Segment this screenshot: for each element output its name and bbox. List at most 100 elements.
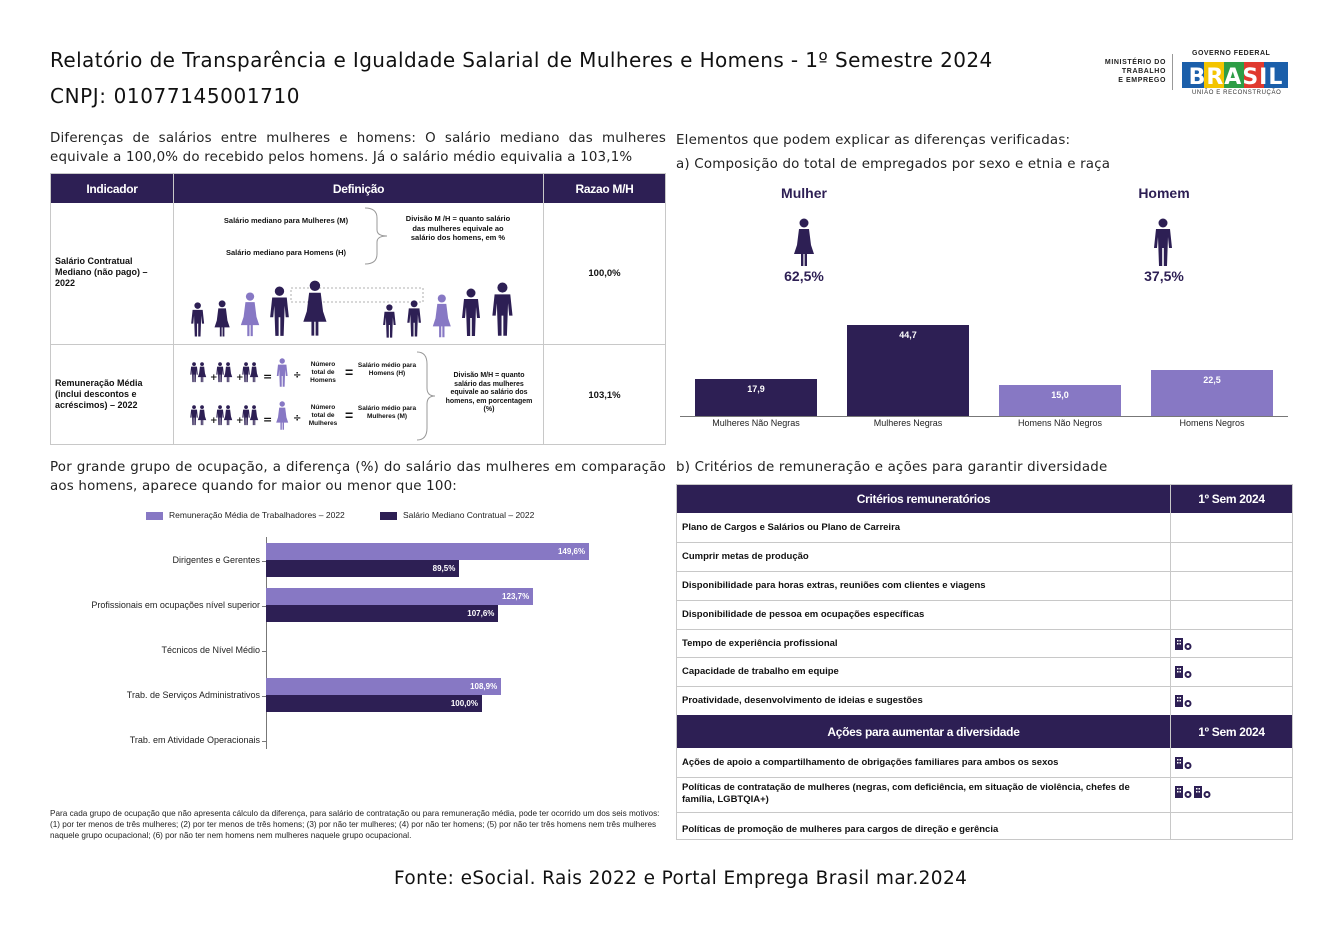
- man-icon: [1154, 218, 1172, 266]
- legend-swatch: [146, 512, 163, 520]
- men-percentage: 37,5%: [1144, 268, 1184, 284]
- building-icon: [1175, 666, 1192, 678]
- man-icon: [276, 358, 288, 387]
- svg-text:+: +: [210, 416, 218, 426]
- svg-text:+: +: [236, 373, 244, 383]
- semester-header: 1º Sem 2024: [1171, 715, 1292, 748]
- salary-intro: Diferenças de salários entre mulheres e …: [50, 131, 666, 165]
- brace-icon: [416, 351, 436, 441]
- axis-tick: [262, 606, 266, 607]
- occupation-intro: Por grande grupo de ocupação, a diferenç…: [50, 460, 666, 494]
- woman-icon: [223, 405, 233, 426]
- report-title: Relatório de Transparência e Igualdade S…: [50, 48, 993, 72]
- man-icon: [216, 405, 224, 426]
- building-icon: [1175, 757, 1192, 769]
- svg-text:+: +: [210, 373, 218, 383]
- category-label: Homens Não Negros: [1017, 418, 1103, 428]
- woman-icon: [794, 218, 814, 266]
- woman-icon: [214, 300, 230, 337]
- man-icon: [462, 288, 480, 336]
- criteria-row-label: Capacidade de trabalho em equipe: [682, 666, 839, 677]
- brace-icon: [364, 207, 388, 265]
- def-median-men: Salário mediano para Homens (H): [225, 248, 347, 257]
- occupation-label: Dirigentes e Gerentes: [172, 555, 260, 565]
- axis-tick: [262, 651, 266, 652]
- government-logo: GOVERNO FEDERAL BRASIL UNIÃO E RECONSTRU…: [1182, 50, 1290, 98]
- logo-divider: [1172, 54, 1173, 90]
- hbar: [266, 588, 534, 605]
- criteria-row-label: Plano de Cargos e Salários ou Plano de C…: [682, 522, 901, 533]
- semester-header: 1º Sem 2024: [1171, 485, 1292, 513]
- axis-tick: [262, 561, 266, 562]
- criteria-row-label: Proatividade, desenvolvimento de ideias …: [682, 695, 923, 706]
- svg-text:+: +: [236, 416, 244, 426]
- def-avg-men: Salário médio para Homens (H): [357, 362, 417, 377]
- bar-value-label: 44,7: [899, 329, 917, 340]
- cnpj-text: CNPJ: 01077145001710: [50, 84, 301, 108]
- woman-icon: [432, 294, 451, 338]
- building-icon: [1175, 786, 1192, 798]
- ratio-average: 103,1%: [588, 390, 621, 401]
- man-icon: [216, 362, 224, 383]
- svg-text:=: =: [263, 413, 272, 426]
- ministry-logo: MINISTÉRIO DO TRABALHO E EMPREGO: [1104, 59, 1166, 84]
- woman-icon: [197, 405, 207, 426]
- x-axis: [680, 416, 1288, 417]
- woman-icon: [249, 405, 259, 426]
- criteria-table: Critérios remuneratórios 1º Sem 2024 Plano…: [676, 484, 1293, 840]
- col-header-indicator: Indicador: [51, 174, 173, 203]
- svg-text:BRASIL: BRASIL: [1189, 65, 1284, 90]
- bar: [1151, 370, 1273, 416]
- salary-definition-table: Indicador Definição Razao M/H Salário Co…: [50, 173, 666, 445]
- woman-icon: [249, 362, 259, 383]
- diversity-row-label: Políticas de promoção de mulheres para c…: [682, 824, 999, 835]
- category-label: Homens Negros: [1179, 418, 1245, 428]
- women-label: Mulher: [781, 185, 827, 201]
- svg-text:=: =: [263, 370, 272, 383]
- axis-tick: [262, 741, 266, 742]
- indicator-average: Remuneração Média (inclui descontos e ac…: [55, 378, 143, 410]
- bar: [847, 324, 969, 416]
- man-icon: [190, 362, 198, 383]
- diversity-row-label: Políticas de contratação de mulheres (ne…: [682, 782, 1130, 805]
- building-icon: [1175, 695, 1192, 707]
- hbar-value-label: 108,9%: [470, 682, 498, 691]
- hbar: [266, 678, 502, 695]
- criteria-row-label: Disponibilidade de pessoa em ocupações e…: [682, 609, 925, 620]
- man-icon: [242, 405, 250, 426]
- occupation-footnote: Para cada grupo de ocupação que não apre…: [50, 809, 660, 840]
- man-icon: [191, 302, 205, 337]
- occupation-label: Técnicos de Nível Médio: [161, 645, 260, 655]
- woman-icon: [240, 292, 260, 337]
- col-header-definition: Definição: [174, 174, 543, 203]
- col-header-ratio: Razao M/H: [544, 174, 665, 203]
- indicator-median: Salário Contratual Mediano (não pago) – …: [55, 256, 148, 288]
- bar: [999, 385, 1121, 416]
- criteria-subtitle: b) Critérios de remuneração e ações para…: [676, 460, 1108, 475]
- source-note: Fonte: eSocial. Rais 2022 e Portal Empre…: [394, 868, 968, 889]
- bar-value-label: 15,0: [1051, 390, 1069, 401]
- occupation-label: Trab. de Serviços Administrativos: [126, 690, 260, 700]
- occupation-bar-chart: Remuneração Média de Trabalhadores – 202…: [50, 505, 666, 755]
- def-num-women: Número total de Mulheres: [308, 404, 338, 427]
- women-percentage: 62,5%: [784, 268, 824, 284]
- def-avg-women: Salário médio para Mulheres (M): [357, 405, 417, 420]
- criteria-row-label: Cumprir metas de produção: [682, 551, 809, 562]
- hbar: [266, 605, 499, 622]
- svg-text:÷: ÷: [293, 370, 301, 381]
- hbar-value-label: 89,5%: [432, 564, 456, 573]
- criteria-header: Critérios remuneratórios: [677, 485, 1170, 513]
- axis-tick: [262, 696, 266, 697]
- woman-icon: [223, 362, 233, 383]
- man-icon: [492, 282, 513, 336]
- legend-label: Remuneração Média de Trabalhadores – 202…: [169, 510, 345, 520]
- svg-text:÷: ÷: [293, 413, 301, 424]
- building-icon: [1175, 638, 1192, 650]
- building-icon: [1194, 786, 1211, 798]
- def-num-men: Número total de Homens: [310, 361, 336, 384]
- criteria-header: Ações para aumentar a diversidade: [677, 715, 1170, 748]
- woman-icon: [303, 280, 327, 336]
- hbar-value-label: 107,6%: [467, 609, 495, 618]
- occupation-label: Profissionais em ocupações nível superio…: [91, 600, 260, 610]
- def-median-women: Salário mediano para Mulheres (M): [223, 216, 349, 225]
